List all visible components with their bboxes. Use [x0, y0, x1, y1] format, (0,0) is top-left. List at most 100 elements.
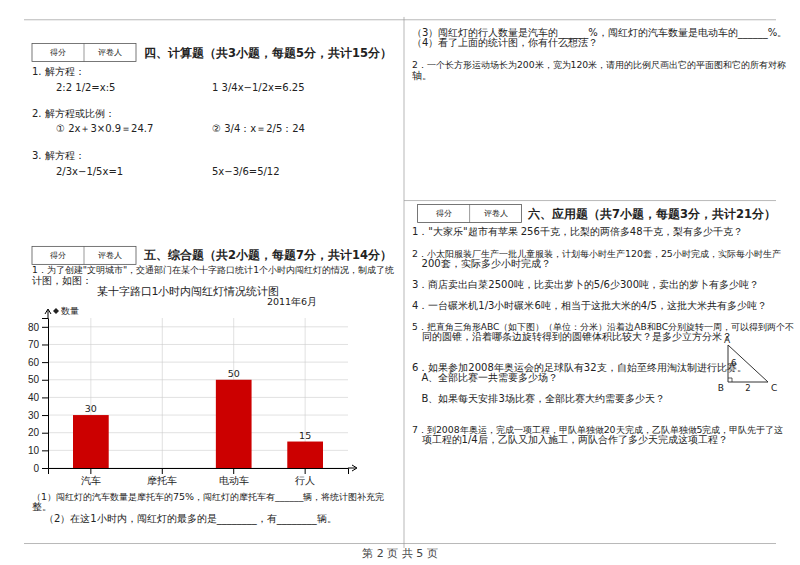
y-tick-label: 40	[28, 392, 40, 403]
question-text: ① 2x＋3×0.9＝24.7	[56, 123, 153, 134]
question-text: 1．"大家乐"超市有苹果 256千克，比梨的两倍多48千克，梨有多少千克？	[412, 226, 743, 237]
bars	[73, 380, 323, 468]
y-tick-label: 80	[28, 322, 40, 333]
y-tick-mark	[42, 468, 48, 469]
x-tick-label: 行人	[295, 475, 315, 486]
question-text: B、如果每天安排3场比赛，全部比赛大约需要多少天？	[412, 393, 665, 404]
question-text: 2:2 1/2=x:5	[56, 82, 115, 93]
score-box: 得分评卷人	[32, 44, 136, 62]
chart-subtitle: 2011年6月	[267, 296, 317, 307]
top-rule	[24, 19, 776, 20]
grid-line	[162, 318, 163, 468]
y-label-marker	[53, 308, 59, 314]
question-text: 2．一个长方形运动场长为200米，宽为120米，请用的比例尺画出它的平面图和它的…	[412, 59, 786, 70]
y-tick-mark	[42, 433, 48, 434]
footer-rule	[24, 543, 776, 544]
x-tick: 电动车	[219, 468, 249, 486]
y-axis: 0 10 20 30 40 50 60 70 80	[28, 319, 49, 474]
question-text: 4．一台碾米机1/3小时碾米6吨，相当于这批大米的4/5，这批大米共有多少吨？	[412, 300, 767, 311]
section-header: 六、应用题（共7小题，每题3分，共计21分）	[527, 207, 776, 221]
y-tick: 10	[28, 445, 48, 456]
score-box-label: 评卷人	[484, 209, 508, 218]
triangle-label: B	[718, 383, 724, 393]
y-tick: 80	[28, 322, 48, 333]
question-text: 3. 解方程：	[32, 150, 85, 161]
y-tick: 50	[28, 374, 48, 385]
question-text: 5x−3/6=5/12	[212, 166, 280, 177]
x-tick-mark	[233, 468, 234, 474]
page-background	[0, 0, 800, 565]
question-text: （1）闯红灯的汽车数量是摩托车的75%，闯红灯的摩托车有______辆，将统计图…	[32, 491, 384, 502]
x-tick-mark	[305, 468, 306, 474]
y-tick: 60	[28, 357, 48, 368]
question-text: 2. 解方程或比例：	[32, 108, 115, 119]
question-text: 1．为了创建"文明城市"，交通部门在某个十字路口统计1个小时内闯红灯的情况，制成…	[32, 265, 394, 275]
question-text: 1. 解方程：	[32, 66, 85, 77]
right-angle-marker	[728, 378, 732, 382]
grid	[48, 318, 348, 468]
y-tick-mark	[42, 327, 48, 328]
x-tick: 汽车	[81, 468, 101, 486]
question-text: 200套，实际多少小时完成？	[412, 258, 551, 269]
data-label: 30	[85, 403, 97, 414]
y-tick-mark	[42, 344, 48, 345]
bar	[287, 442, 323, 468]
score-box-label: 得分	[50, 251, 66, 260]
triangle-label: C	[771, 383, 777, 393]
question-text: 整。	[32, 501, 52, 512]
score-box-label: 得分	[436, 209, 452, 218]
chart-title: 某十字路口1小时内闯红灯情况统计图	[97, 285, 280, 298]
y-tick-label: 50	[28, 374, 40, 385]
data-labels: 305015	[85, 368, 311, 441]
page: 得分评卷人得分评卷人得分评卷人四、计算题（共3小题，每题5分，共计15分）五、综…	[0, 0, 800, 565]
score-box-frame	[32, 246, 136, 264]
question-text: 5．把直角三角形ABC（如下图）（单位：分米）沿着边AB和BC分别旋转一周，可以…	[412, 322, 794, 332]
bar	[216, 380, 252, 468]
score-box-label: 评卷人	[98, 251, 122, 260]
question-text: 1 3/4x−1/2x=6.25	[212, 82, 305, 93]
x-tick-mark	[90, 468, 91, 474]
score-box-frame	[32, 44, 136, 62]
grid-line	[48, 379, 348, 380]
question-text: 项工程的1/4后，乙队又加入施工，两队合作了多少天完成这项工程？	[412, 434, 728, 445]
triangle-label: A	[724, 335, 731, 345]
y-tick-label: 20	[28, 427, 40, 438]
score-box-divider	[84, 246, 85, 264]
y-tick: 20	[28, 427, 48, 438]
bar	[73, 415, 109, 468]
bar	[144, 468, 180, 469]
question-text: 计图，如图：	[32, 275, 92, 286]
y-tick-mark	[42, 450, 48, 451]
column-divider	[404, 17, 405, 548]
triangle-length: 2	[745, 383, 750, 393]
section-divider	[404, 200, 776, 201]
data-label: 15	[299, 430, 311, 441]
y-tick: 70	[28, 339, 48, 350]
y-tick: 0	[33, 463, 48, 474]
grid-line	[48, 362, 348, 363]
x-tick-label: 摩托车	[147, 475, 177, 486]
bar-chart: 01020304050607080汽车摩托车电动车行人数量305015	[28, 306, 357, 486]
question-text: A、全部比赛一共需要多少场？	[412, 372, 558, 383]
x-tick-label: 汽车	[81, 475, 101, 486]
y-tick-mark	[42, 397, 48, 398]
y-tick-mark	[42, 362, 48, 363]
x-tick: 行人	[295, 468, 315, 486]
y-tick-mark	[42, 415, 48, 416]
question-text: 同的圆锥，沿着哪条边旋转得到的圆锥体积比较大？是多少立方分米？	[412, 331, 732, 342]
y-axis-arrow	[45, 309, 51, 318]
y-axis-line	[42, 319, 49, 469]
x-axis-line	[49, 469, 349, 475]
question-text: 2/3x−1/5x=1	[56, 166, 123, 177]
x-tick-mark	[162, 468, 163, 474]
y-tick-label: 70	[28, 339, 40, 350]
triangle-length: 6	[731, 358, 736, 368]
x-tick-label: 电动车	[219, 475, 249, 486]
y-tick: 30	[28, 410, 48, 421]
y-tick-label: 10	[28, 445, 40, 456]
score-box: 得分 评卷人	[32, 246, 136, 264]
question-text: 轴。	[412, 70, 432, 81]
page-footer: 第 2 页 共 5 页	[362, 547, 437, 560]
y-tick-label: 30	[28, 410, 40, 421]
score-box: 得分 评卷人	[418, 205, 522, 223]
